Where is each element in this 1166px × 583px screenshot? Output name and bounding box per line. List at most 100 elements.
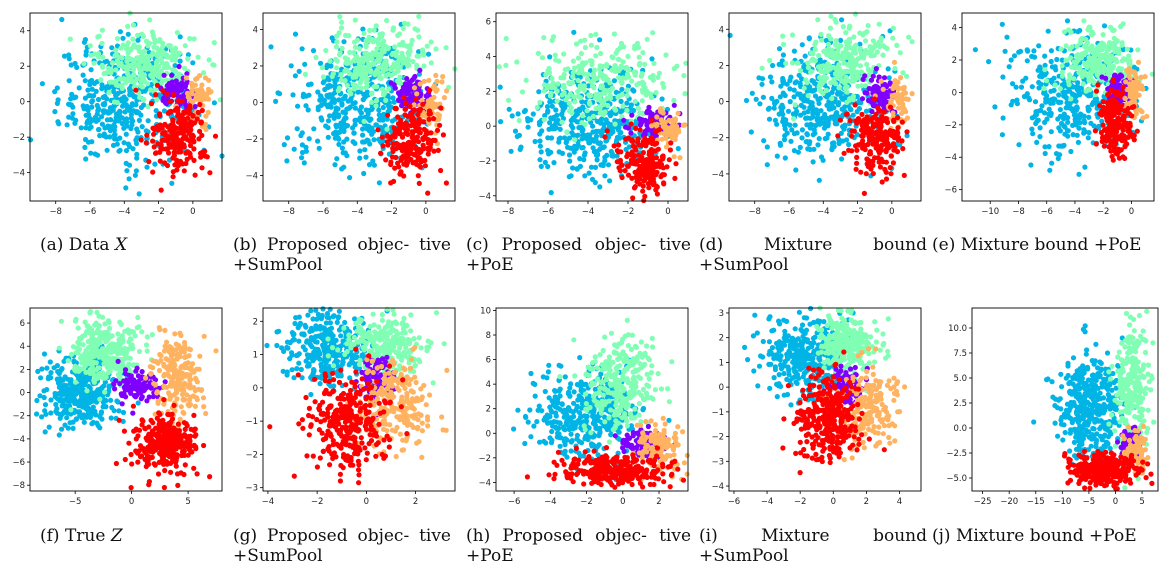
point-b-3 — [439, 79, 445, 85]
point-b-1 — [376, 64, 382, 70]
point-a-4 — [158, 187, 164, 193]
point-e-1 — [1079, 69, 1085, 75]
point-b-1 — [390, 27, 396, 33]
point-b-1 — [395, 68, 401, 74]
point-a-0 — [133, 110, 139, 116]
point-b-4 — [420, 145, 427, 151]
point-c-1 — [598, 70, 604, 76]
point-d-0 — [794, 130, 800, 136]
point-a-1 — [124, 55, 130, 61]
point-c-0 — [582, 150, 588, 156]
point-c-3 — [671, 130, 678, 136]
point-b-1 — [373, 23, 379, 29]
point-c-4 — [643, 143, 649, 149]
point-d-2 — [881, 75, 888, 81]
point-e-0 — [972, 47, 978, 53]
point-b-0 — [325, 84, 331, 90]
point-c-1 — [648, 91, 654, 97]
point-d-0 — [764, 162, 770, 168]
point-c-1 — [581, 71, 587, 77]
point-a-2 — [192, 103, 198, 110]
point-d-1 — [870, 38, 876, 44]
point-b-0 — [346, 105, 352, 111]
point-e-0 — [1042, 62, 1048, 68]
point-d-1 — [834, 55, 840, 62]
point-d-4 — [870, 171, 876, 177]
point-d-0 — [797, 144, 803, 150]
point-b-0 — [306, 136, 312, 142]
point-a-4 — [181, 142, 187, 148]
point-a-1 — [107, 79, 113, 85]
point-e-1 — [1110, 27, 1116, 33]
point-d-0 — [824, 102, 830, 108]
point-a-4 — [148, 101, 155, 107]
point-e-1 — [1119, 40, 1125, 46]
point-d-4 — [895, 125, 901, 131]
point-c-1 — [639, 98, 645, 104]
point-c-1 — [588, 42, 594, 48]
point-b-0 — [364, 126, 370, 132]
point-b-4 — [425, 190, 431, 196]
point-c-1 — [555, 81, 561, 87]
point-b-4 — [401, 94, 407, 100]
point-b-1 — [416, 13, 422, 19]
point-c-4 — [655, 146, 661, 152]
point-c-0 — [631, 107, 637, 114]
point-a-1 — [81, 61, 87, 67]
point-b-1 — [369, 90, 375, 96]
point-c-1 — [650, 77, 656, 83]
point-a-0 — [134, 151, 140, 157]
point-d-0 — [815, 96, 821, 103]
point-c-0 — [565, 144, 571, 150]
point-d-4 — [900, 146, 906, 152]
point-d-1 — [812, 41, 818, 48]
point-b-2 — [408, 94, 414, 100]
point-d-0 — [809, 78, 815, 84]
point-e-3 — [1140, 115, 1146, 121]
point-a-1 — [160, 40, 166, 46]
points-d — [727, 11, 915, 196]
point-b-1 — [333, 44, 339, 50]
point-c-4 — [619, 174, 625, 181]
point-d-4 — [890, 141, 897, 147]
point-b-1 — [338, 77, 344, 83]
point-c-0 — [591, 137, 597, 143]
point-b-1 — [433, 46, 439, 52]
point-c-0 — [580, 144, 586, 151]
point-a-0 — [83, 156, 89, 162]
point-b-4 — [396, 127, 403, 133]
point-d-4 — [875, 155, 881, 161]
point-a-0 — [152, 161, 158, 167]
point-d-0 — [776, 46, 783, 52]
point-a-1 — [164, 54, 170, 60]
point-d-0 — [766, 116, 773, 122]
point-a-4 — [159, 125, 165, 131]
point-b-1 — [334, 33, 340, 39]
point-d-1 — [828, 13, 834, 19]
point-c-0 — [624, 100, 630, 106]
point-a-3 — [194, 75, 200, 81]
point-a-0 — [101, 108, 107, 114]
point-d-3 — [880, 86, 886, 92]
point-b-0 — [324, 62, 330, 68]
point-d-0 — [743, 97, 750, 104]
point-b-4 — [417, 149, 423, 156]
caption-var-a: X — [114, 235, 128, 255]
point-e-0 — [1008, 57, 1014, 63]
point-c-4 — [651, 169, 657, 175]
point-c-1 — [582, 44, 588, 51]
point-a-0 — [89, 99, 95, 105]
point-a-1 — [114, 36, 121, 42]
point-b-1 — [334, 39, 340, 45]
point-e-0 — [1063, 89, 1069, 95]
point-d-0 — [840, 124, 846, 130]
point-c-0 — [538, 149, 544, 155]
point-b-1 — [354, 83, 360, 89]
point-a-4 — [170, 174, 176, 180]
point-e-1 — [1077, 40, 1083, 46]
point-c-1 — [674, 63, 680, 69]
point-b-3 — [421, 78, 427, 84]
point-b-0 — [364, 89, 370, 95]
point-d-3 — [909, 91, 915, 97]
point-d-1 — [797, 68, 804, 74]
